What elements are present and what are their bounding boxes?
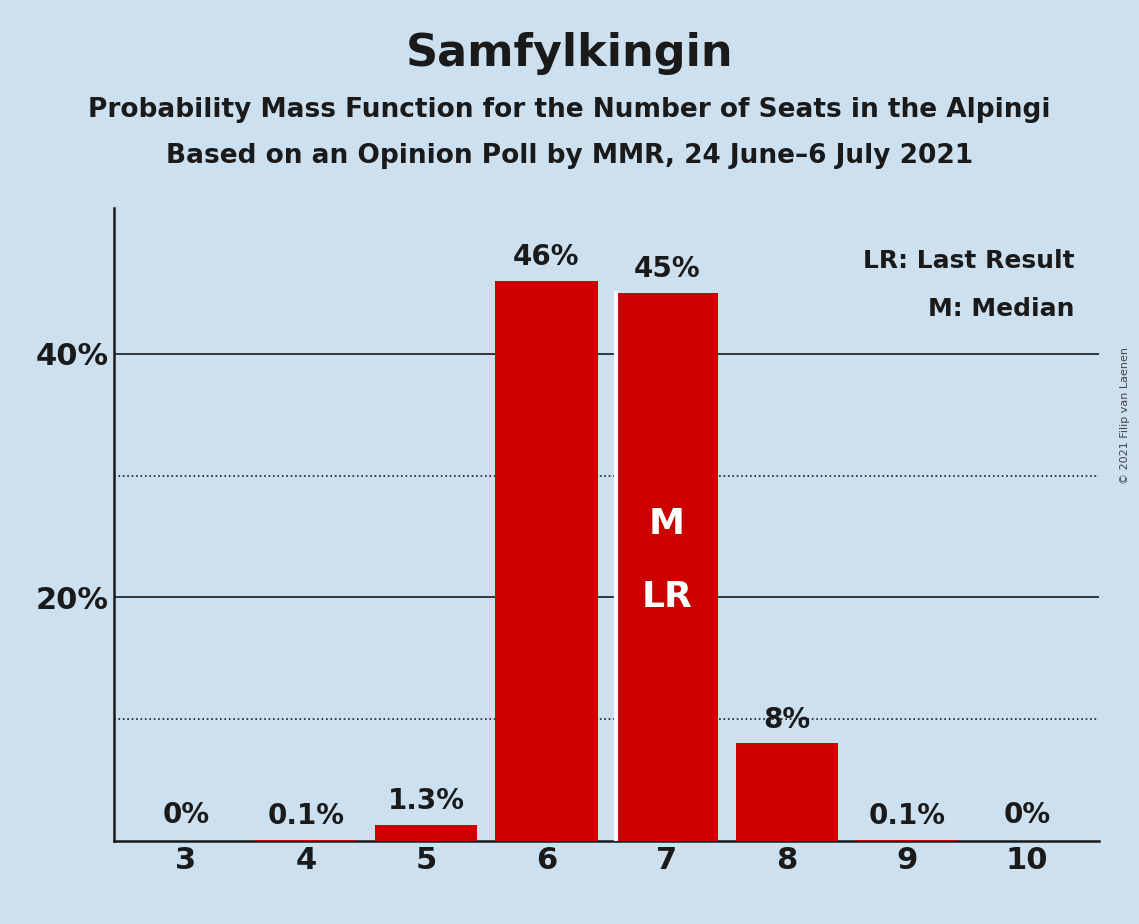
Bar — [255, 840, 358, 841]
Bar — [375, 825, 477, 841]
Text: 0.1%: 0.1% — [868, 802, 945, 830]
Bar — [855, 840, 958, 841]
Text: Based on an Opinion Poll by MMR, 24 June–6 July 2021: Based on an Opinion Poll by MMR, 24 June… — [166, 143, 973, 169]
Text: Samfylkingin: Samfylkingin — [405, 32, 734, 76]
Text: © 2021 Filip van Laenen: © 2021 Filip van Laenen — [1120, 347, 1130, 484]
Text: 0%: 0% — [163, 801, 210, 829]
Bar — [736, 744, 838, 841]
Text: Probability Mass Function for the Number of Seats in the Alpingi: Probability Mass Function for the Number… — [88, 97, 1051, 123]
Text: 0.1%: 0.1% — [268, 802, 345, 830]
Text: 1.3%: 1.3% — [387, 787, 465, 815]
Text: 46%: 46% — [514, 243, 580, 272]
Text: LR: LR — [641, 580, 693, 614]
Text: 45%: 45% — [633, 255, 699, 284]
Text: 0%: 0% — [1003, 801, 1050, 829]
Text: LR: Last Result: LR: Last Result — [863, 249, 1074, 273]
Bar — [495, 281, 598, 841]
Text: 8%: 8% — [763, 706, 810, 734]
Text: M: M — [648, 507, 685, 541]
Bar — [615, 293, 718, 841]
Text: M: Median: M: Median — [928, 297, 1074, 321]
